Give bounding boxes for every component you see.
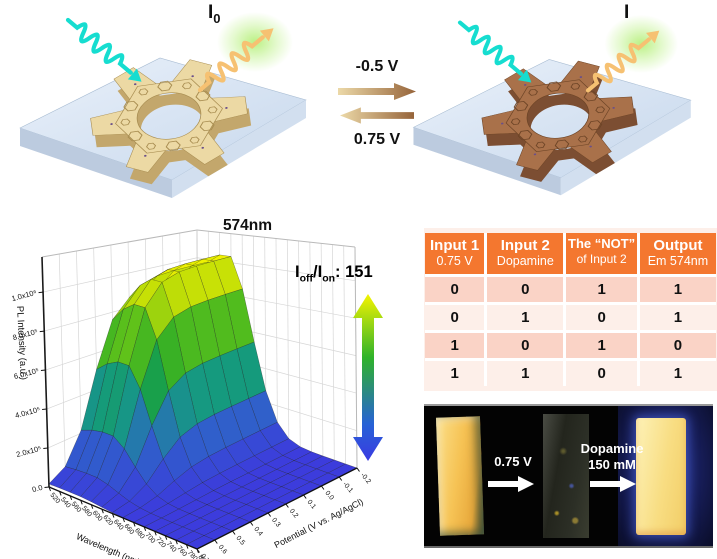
svg-text:0.7: 0.7: [199, 553, 211, 559]
svg-text:620: 620: [101, 514, 114, 527]
svg-text:740: 740: [165, 541, 178, 554]
svg-text:520: 520: [48, 492, 61, 505]
final-intensity-label: I: [624, 2, 630, 23]
ratio-gradient-arrow: [353, 294, 383, 461]
substrate: [412, 58, 692, 196]
svg-text:660: 660: [122, 523, 135, 536]
voltage-switching-block: -0.5 V 0.75 V: [330, 58, 424, 148]
oxidation-arrow: [340, 107, 414, 124]
svg-text:2.0x10⁵: 2.0x10⁵: [15, 444, 42, 459]
svg-text:4.0x10⁵: 4.0x10⁵: [14, 405, 41, 420]
svg-text:0.3: 0.3: [270, 517, 282, 529]
truth-table-cell: 0: [566, 305, 637, 331]
svg-text:0.1: 0.1: [306, 499, 318, 511]
truth-table: Input 1 0.75 V Input 2 Dopamine The “NOT” of …: [425, 233, 716, 387]
truth-table-cell: 1: [425, 333, 485, 359]
svg-text:0.4: 0.4: [252, 526, 264, 538]
svg-text:640: 640: [112, 518, 125, 531]
sample-photo-recovered: [636, 418, 686, 535]
svg-text:680: 680: [133, 527, 146, 540]
svg-text:PL Intensity (a.u.): PL Intensity (a.u.): [14, 306, 29, 381]
svg-text:-0.1: -0.1: [341, 481, 354, 495]
truth-table-panel: Input 1 0.75 V Input 2 Dopamine The “NOT” of …: [424, 228, 717, 392]
initial-intensity-label: I0: [208, 2, 221, 26]
truth-table-cell: 1: [425, 361, 485, 387]
truth-table-header-cell: Output Em 574nm: [639, 233, 716, 275]
plot-title: 574nm: [222, 217, 273, 234]
oxidized-state-device: [412, 14, 692, 196]
svg-text:760: 760: [175, 545, 188, 558]
photo-step1-label: 0.75 V: [494, 454, 532, 469]
incident-light-beam: [455, 17, 536, 88]
svg-text:560: 560: [70, 501, 83, 514]
svg-text:0.0: 0.0: [31, 483, 43, 494]
svg-text:720: 720: [154, 536, 167, 549]
svg-text:540: 540: [59, 496, 72, 509]
photo-panel: 0.75 V Dopamine 150 mM: [424, 404, 713, 548]
truth-table-cell: 1: [639, 361, 716, 387]
cof-framework-oxidized: [481, 60, 638, 182]
truth-table-cell: 0: [566, 361, 637, 387]
truth-table-cell: 1: [487, 305, 564, 331]
cof-framework-initial: [90, 59, 252, 185]
photo-arrow-1: [488, 476, 534, 492]
svg-text:0.5: 0.5: [235, 535, 247, 547]
svg-text:600: 600: [91, 510, 104, 523]
truth-table-cell: 0: [425, 277, 485, 303]
truth-table-cell: 0: [487, 277, 564, 303]
truth-table-cell: 1: [566, 277, 637, 303]
truth-table-cell: 0: [425, 305, 485, 331]
reduction-arrow: [338, 82, 416, 100]
svg-text:1.0x10⁶: 1.0x10⁶: [11, 288, 38, 303]
truth-table-cell: 1: [566, 333, 637, 359]
svg-text:0.0: 0.0: [323, 490, 335, 502]
truth-table-cell: 0: [487, 333, 564, 359]
svg-text:700: 700: [144, 532, 157, 545]
truth-table-cell: 0: [639, 333, 716, 359]
truth-table-cell: 1: [487, 361, 564, 387]
reduction-voltage-label: -0.5 V: [355, 58, 399, 75]
surface-mesh: [48, 254, 358, 550]
photo-step2-label: Dopamine 150 mM: [580, 441, 644, 473]
3d-surface-plot: 0.02.0x10⁵4.0x10⁵6.0x10⁵8.0x10⁵1.0x10⁶52…: [11, 229, 383, 559]
initial-state-device: [19, 12, 307, 199]
truth-table-cell: 1: [639, 277, 716, 303]
svg-text:800: 800: [196, 554, 209, 559]
svg-text:580: 580: [80, 505, 93, 518]
substrate: [19, 57, 307, 199]
truth-table-header-cell: Input 2 Dopamine: [487, 233, 564, 275]
svg-text:0.6: 0.6: [217, 544, 229, 556]
oxidation-voltage-label: 0.75 V: [353, 130, 401, 148]
sample-photo-initial: [435, 416, 485, 536]
photo-arrow-2: [590, 476, 636, 492]
truth-table-header-cell: The “NOT” of Input 2: [566, 233, 637, 275]
svg-text:Wavelength (nm): Wavelength (nm): [75, 531, 142, 559]
incident-light-beam: [63, 14, 147, 88]
truth-table-cell: 1: [639, 305, 716, 331]
sample-photo-quenched: [543, 414, 589, 538]
on-off-ratio-label: Ioff/Ion: 151: [295, 263, 373, 285]
svg-text:0.2: 0.2: [288, 508, 300, 520]
svg-text:780: 780: [186, 549, 199, 559]
truth-table-header-cell: Input 1 0.75 V: [425, 233, 485, 275]
svg-text:-0.2: -0.2: [359, 472, 372, 486]
